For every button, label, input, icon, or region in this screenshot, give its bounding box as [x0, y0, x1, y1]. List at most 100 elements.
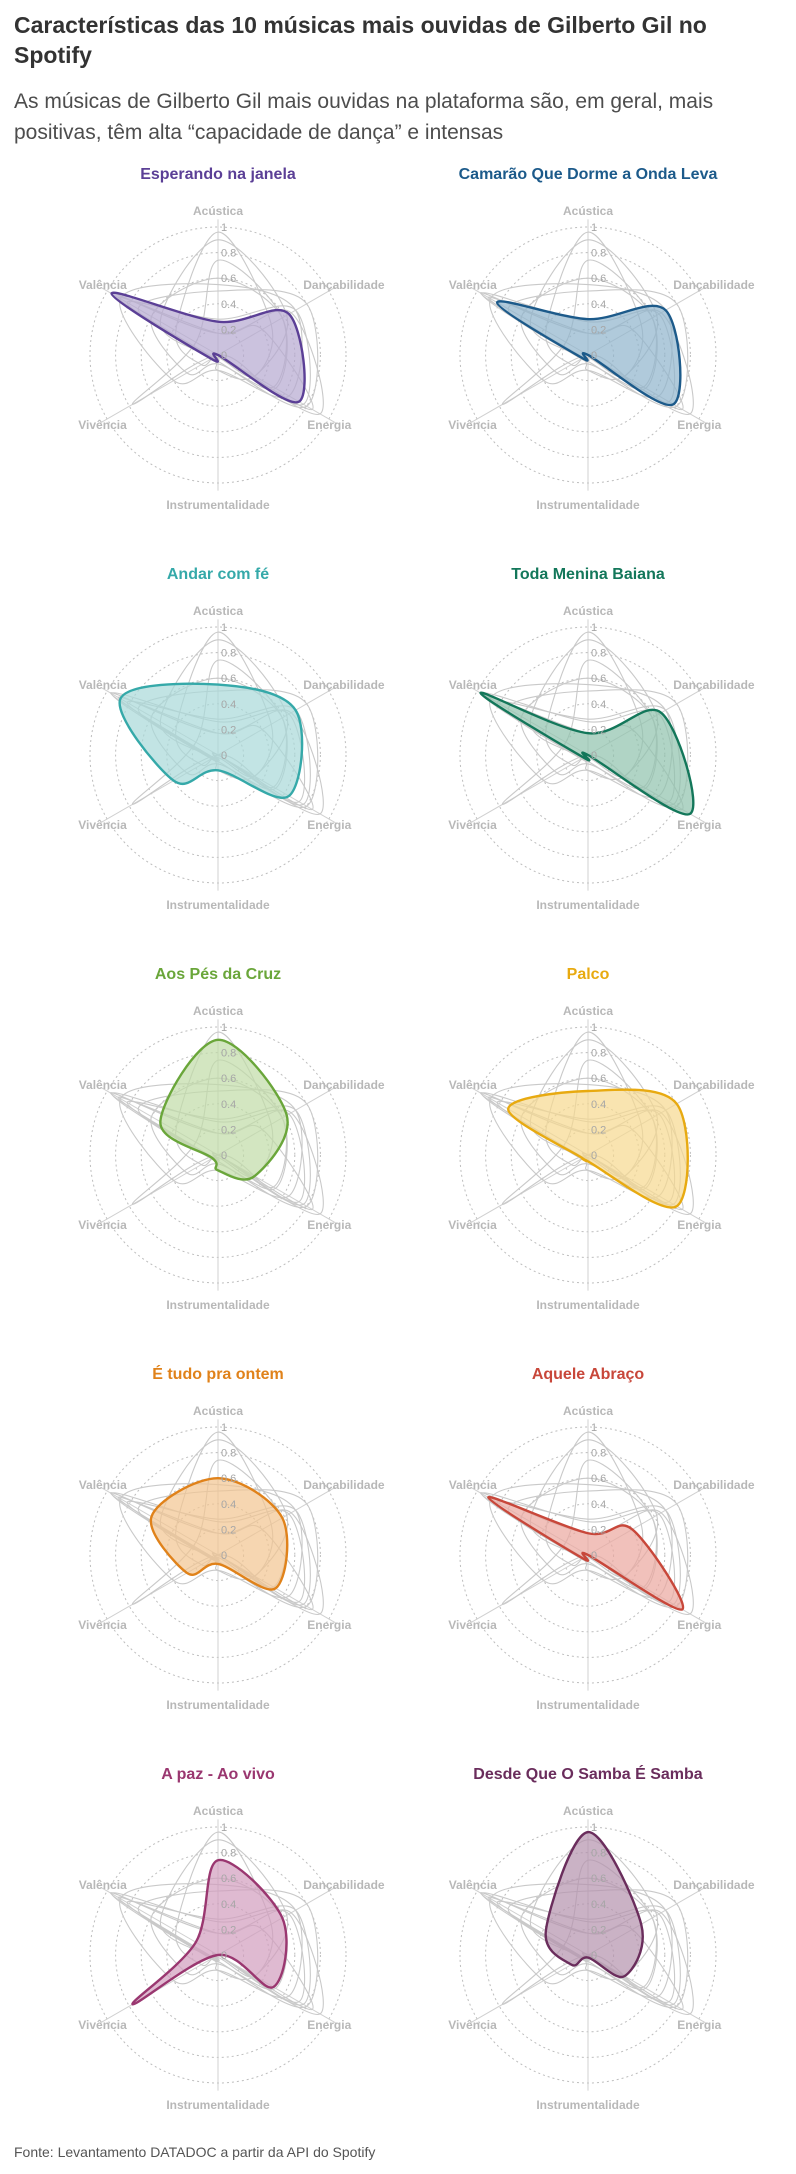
axis-label: Valência	[79, 1478, 127, 1492]
tick-label: 0.8	[591, 1048, 606, 1060]
axis-spoke	[470, 354, 589, 424]
axis-label: Dançabilidade	[303, 678, 385, 692]
axis-label: Instrumentalidade	[536, 2098, 640, 2112]
axis-label: Instrumentalidade	[166, 498, 270, 512]
tick-label: 0.4	[221, 1499, 236, 1511]
tick-label: 0.2	[591, 324, 606, 336]
axis-label: Energia	[677, 818, 721, 832]
radar-panel: Desde Que O Samba É Samba 0 0.2 0.4 0.6 0.8 1 A…	[400, 1765, 776, 2165]
axis-label: Energia	[307, 2018, 351, 2032]
axis-label: Vivência	[78, 1218, 127, 1232]
panel-title: É tudo pra ontem	[152, 1366, 284, 1383]
axis-label: Valência	[79, 678, 127, 692]
tick-label: 0.2	[591, 1124, 606, 1136]
axis-label: Acústica	[563, 1804, 613, 1818]
axis-label: Dançabilidade	[673, 278, 755, 292]
axis-spoke	[100, 1154, 219, 1224]
axis-label: Instrumentalidade	[166, 1698, 270, 1712]
tick-label: 0.6	[221, 273, 236, 285]
axis-spoke	[217, 1954, 336, 2024]
radar-chart: 0 0.2 0.4 0.6 0.8 1 Acústica Dançabilidade Energ…	[448, 1004, 755, 1312]
highlighted-series-area	[159, 1038, 289, 1181]
tick-label: 1	[221, 1022, 227, 1034]
radar-chart: 0 0.2 0.4 0.6 0.8 1 Acústica Dançabilidade Energ…	[448, 1404, 755, 1712]
axis-label: Energia	[307, 818, 351, 832]
tick-label: 0.8	[221, 648, 236, 660]
axis-label: Energia	[307, 418, 351, 432]
axis-label: Dançabilidade	[673, 1078, 755, 1092]
highlighted-series-area	[110, 291, 306, 404]
axis-spoke	[470, 1554, 589, 1624]
axis-label: Energia	[677, 1618, 721, 1632]
tick-label: 0.8	[591, 1848, 606, 1860]
panel-title: Esperando na janela	[140, 166, 296, 183]
axis-spoke	[100, 354, 219, 424]
axis-spoke	[470, 1154, 589, 1224]
tick-label: 0.4	[221, 299, 236, 311]
tick-label: 0	[591, 350, 597, 362]
axis-label: Vivência	[78, 818, 127, 832]
page-subtitle: As músicas de Gilberto Gil mais ouvidas …	[14, 90, 714, 144]
radar-chart: 0 0.2 0.4 0.6 0.8 1 Acústica Dançabilidade Energ…	[448, 604, 755, 912]
axis-label: Energia	[677, 2018, 721, 2032]
background-series-line	[137, 1889, 319, 2009]
tick-label: 0.6	[221, 673, 236, 685]
axis-label: Acústica	[563, 1404, 613, 1418]
axis-label: Instrumentalidade	[166, 2098, 270, 2112]
tick-label: 0.2	[591, 1524, 606, 1536]
highlighted-series-area	[131, 1859, 288, 2006]
tick-label: 1	[221, 1422, 227, 1434]
tick-label: 0.8	[591, 1448, 606, 1460]
tick-label: 0.2	[221, 1124, 236, 1136]
radar-panel: Camarão Que Dorme a Onda Leva 0 0.2 0.4 0.6 0…	[400, 165, 776, 565]
axis-label: Dançabilidade	[303, 1878, 385, 1892]
axis-label: Acústica	[193, 1804, 243, 1818]
tick-label: 0.6	[221, 1473, 236, 1485]
tick-label: 1	[591, 1422, 597, 1434]
highlighted-series-area	[544, 1830, 644, 1979]
axis-spoke	[470, 754, 589, 824]
axis-label: Acústica	[193, 1404, 243, 1418]
tick-label: 0.6	[591, 673, 606, 685]
tick-label: 0.4	[221, 1899, 236, 1911]
radar-chart: 0 0.2 0.4 0.6 0.8 1 Acústica Dançabilidade Energ…	[78, 604, 385, 912]
axis-label: Instrumentalidade	[536, 898, 640, 912]
radar-chart: 0 0.2 0.4 0.6 0.8 1 Acústica Dançabilidade Energ…	[78, 1004, 385, 1312]
axis-label: Dançabilidade	[303, 1078, 385, 1092]
radar-panel: Aquele Abraço 0 0.2 0.4 0.6 0.8 1 Acústica Dança…	[400, 1365, 776, 1765]
tick-label: 0.2	[591, 1924, 606, 1936]
tick-label: 0.6	[591, 273, 606, 285]
axis-label: Energia	[307, 1218, 351, 1232]
tick-label: 0.8	[591, 248, 606, 260]
axis-label: Vivência	[78, 1618, 127, 1632]
axis-label: Energia	[677, 1218, 721, 1232]
radar-panel: Toda Menina Baiana 0 0.2 0.4 0.6 0.8 1 Acústica…	[400, 565, 776, 965]
background-series-line	[159, 1839, 289, 1981]
axis-label: Vivência	[448, 2018, 497, 2032]
tick-label: 0.4	[221, 699, 236, 711]
tick-label: 1	[591, 222, 597, 234]
axis-label: Vivência	[78, 2018, 127, 2032]
axis-label: Valência	[79, 1878, 127, 1892]
axis-label: Vivência	[448, 418, 497, 432]
tick-label: 0.6	[221, 1073, 236, 1085]
axis-label: Vivência	[78, 418, 127, 432]
tick-label: 0.8	[221, 248, 236, 260]
axis-label: Acústica	[563, 204, 613, 218]
axis-label: Dançabilidade	[673, 1478, 755, 1492]
tick-label: 0.8	[591, 648, 606, 660]
radar-chart: 0 0.2 0.4 0.6 0.8 1 Acústica Dançabilidade Energ…	[78, 1404, 385, 1712]
axis-label: Acústica	[193, 1004, 243, 1018]
radar-chart: 0 0.2 0.4 0.6 0.8 1 Acústica Dançabilidade Energ…	[448, 1804, 755, 2112]
tick-label: 0	[591, 1150, 597, 1162]
axis-label: Acústica	[563, 604, 613, 618]
tick-label: 0.2	[221, 1524, 236, 1536]
panel-title: Desde Que O Samba É Samba	[473, 1766, 703, 1783]
tick-label: 0.2	[221, 1924, 236, 1936]
panel-title: Camarão Que Dorme a Onda Leva	[458, 166, 718, 183]
tick-label: 0.4	[591, 299, 606, 311]
axis-label: Vivência	[448, 818, 497, 832]
axis-label: Valência	[449, 1078, 497, 1092]
radar-panel: Aos Pés da Cruz 0 0.2 0.4 0.6 0.8 1 Acústica Dan…	[30, 965, 406, 1365]
